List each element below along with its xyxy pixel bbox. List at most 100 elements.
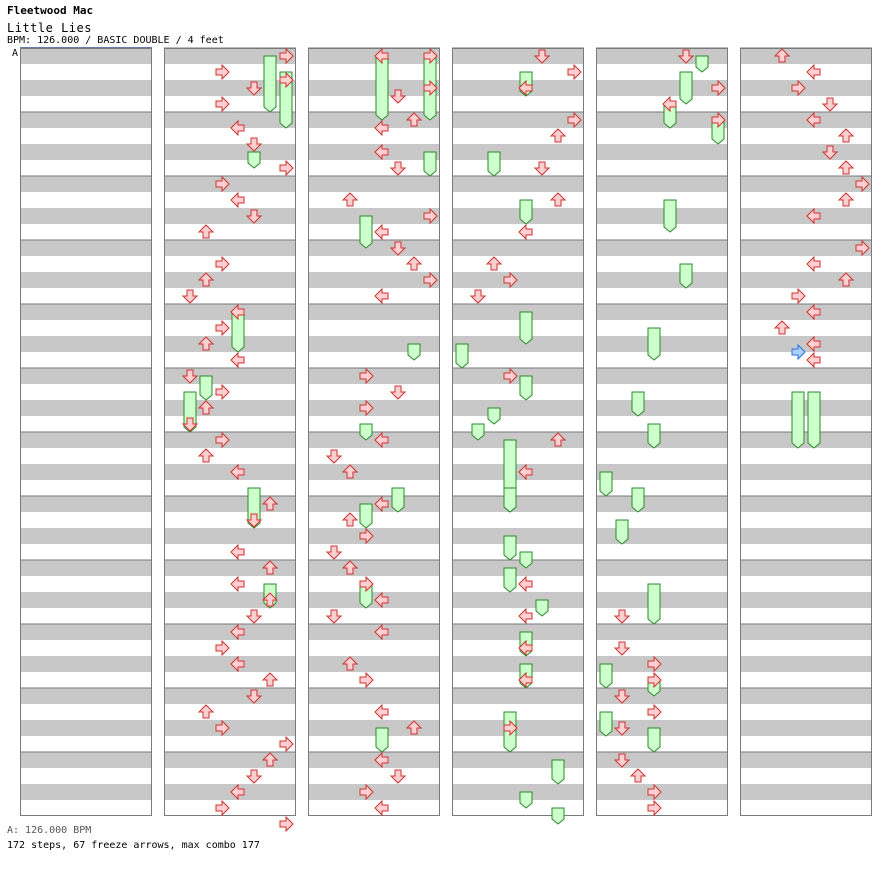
down-arrow-icon	[245, 137, 263, 152]
down-arrow-icon	[389, 769, 407, 784]
freeze-arrow	[375, 727, 389, 753]
step-stats: 172 steps, 67 freeze arrows, max combo 1…	[7, 840, 260, 851]
freeze-arrow	[663, 199, 677, 233]
left-arrow-icon	[374, 431, 389, 449]
freeze-arrow	[263, 55, 277, 113]
down-arrow-icon	[245, 769, 263, 784]
left-arrow-icon	[374, 799, 389, 817]
right-arrow-icon	[215, 63, 230, 81]
left-arrow-icon	[374, 703, 389, 721]
left-arrow-icon	[230, 623, 245, 641]
down-arrow-icon	[245, 513, 263, 528]
down-arrow-icon	[389, 161, 407, 176]
down-arrow-icon	[613, 689, 631, 704]
left-arrow-icon	[662, 95, 677, 113]
right-arrow-icon	[359, 527, 374, 545]
freeze-arrow	[599, 711, 613, 737]
left-arrow-icon	[518, 79, 533, 97]
right-arrow-icon	[647, 703, 662, 721]
freeze-arrow	[407, 343, 421, 361]
freeze-arrow	[519, 375, 533, 401]
right-arrow-icon	[215, 255, 230, 273]
song-title: Little Lies	[7, 21, 92, 35]
right-arrow-icon	[279, 815, 294, 833]
up-arrow-icon	[837, 192, 855, 207]
right-arrow-icon	[359, 671, 374, 689]
right-arrow-icon	[711, 111, 726, 129]
chart-column-3	[308, 47, 440, 816]
down-arrow-icon	[677, 49, 695, 64]
down-arrow-icon	[181, 369, 199, 384]
up-arrow-icon	[405, 720, 423, 735]
up-arrow-icon	[629, 768, 647, 783]
right-arrow-icon	[359, 367, 374, 385]
section-marker: A	[12, 48, 19, 59]
right-arrow-icon	[359, 783, 374, 801]
right-arrow-icon	[711, 79, 726, 97]
freeze-arrow	[199, 375, 213, 401]
down-arrow-icon	[533, 161, 551, 176]
freeze-arrow	[631, 391, 645, 417]
left-arrow-icon	[230, 543, 245, 561]
down-arrow-icon	[325, 545, 343, 560]
up-arrow-icon	[773, 320, 791, 335]
up-arrow-icon	[549, 432, 567, 447]
up-arrow-icon	[197, 272, 215, 287]
right-arrow-icon	[279, 71, 294, 89]
freeze-arrow	[647, 583, 661, 625]
left-arrow-icon	[230, 783, 245, 801]
up-arrow-icon	[341, 656, 359, 671]
down-arrow-icon	[245, 609, 263, 624]
up-arrow-icon	[261, 496, 279, 511]
up-arrow-icon	[197, 448, 215, 463]
freeze-arrow	[247, 151, 261, 169]
freeze-arrow	[647, 727, 661, 753]
left-arrow-icon	[230, 655, 245, 673]
left-arrow-icon	[230, 575, 245, 593]
down-arrow-icon	[245, 689, 263, 704]
right-arrow-icon	[647, 671, 662, 689]
down-arrow-icon	[613, 753, 631, 768]
up-arrow-icon	[341, 192, 359, 207]
right-arrow-icon	[279, 159, 294, 177]
up-arrow-icon	[773, 48, 791, 63]
down-arrow-icon	[325, 449, 343, 464]
right-arrow-icon	[855, 175, 870, 193]
freeze-arrow	[423, 151, 437, 177]
right-arrow-icon	[503, 719, 518, 737]
freeze-arrow	[359, 423, 373, 441]
left-arrow-icon	[518, 575, 533, 593]
left-arrow-icon	[230, 303, 245, 321]
right-arrow-icon	[215, 175, 230, 193]
right-arrow-icon	[279, 47, 294, 65]
down-arrow-icon	[181, 289, 199, 304]
down-arrow-icon	[533, 49, 551, 64]
chart-column-6	[740, 47, 872, 816]
up-arrow-icon	[261, 752, 279, 767]
freeze-arrow	[359, 503, 373, 529]
left-arrow-icon	[374, 119, 389, 137]
left-arrow-icon	[518, 671, 533, 689]
bpm-summary: A: 126.000 BPM	[7, 825, 92, 836]
freeze-arrow	[631, 487, 645, 513]
right-arrow-icon	[647, 783, 662, 801]
right-arrow-icon	[215, 319, 230, 337]
up-arrow-icon	[341, 560, 359, 575]
left-arrow-icon	[230, 119, 245, 137]
right-arrow-icon	[791, 79, 806, 97]
down-arrow-icon	[389, 241, 407, 256]
right-arrow-icon	[503, 367, 518, 385]
freeze-arrow	[791, 391, 805, 449]
left-arrow-icon	[374, 143, 389, 161]
right-arrow-icon	[423, 207, 438, 225]
down-arrow-icon	[245, 81, 263, 96]
freeze-arrow	[375, 55, 389, 121]
down-arrow-icon	[245, 209, 263, 224]
freeze-arrow	[647, 327, 661, 361]
down-arrow-icon	[325, 609, 343, 624]
up-arrow-icon	[485, 256, 503, 271]
down-arrow-icon	[821, 145, 839, 160]
right-arrow-icon	[423, 47, 438, 65]
left-arrow-icon	[230, 191, 245, 209]
right-arrow-icon	[567, 111, 582, 129]
